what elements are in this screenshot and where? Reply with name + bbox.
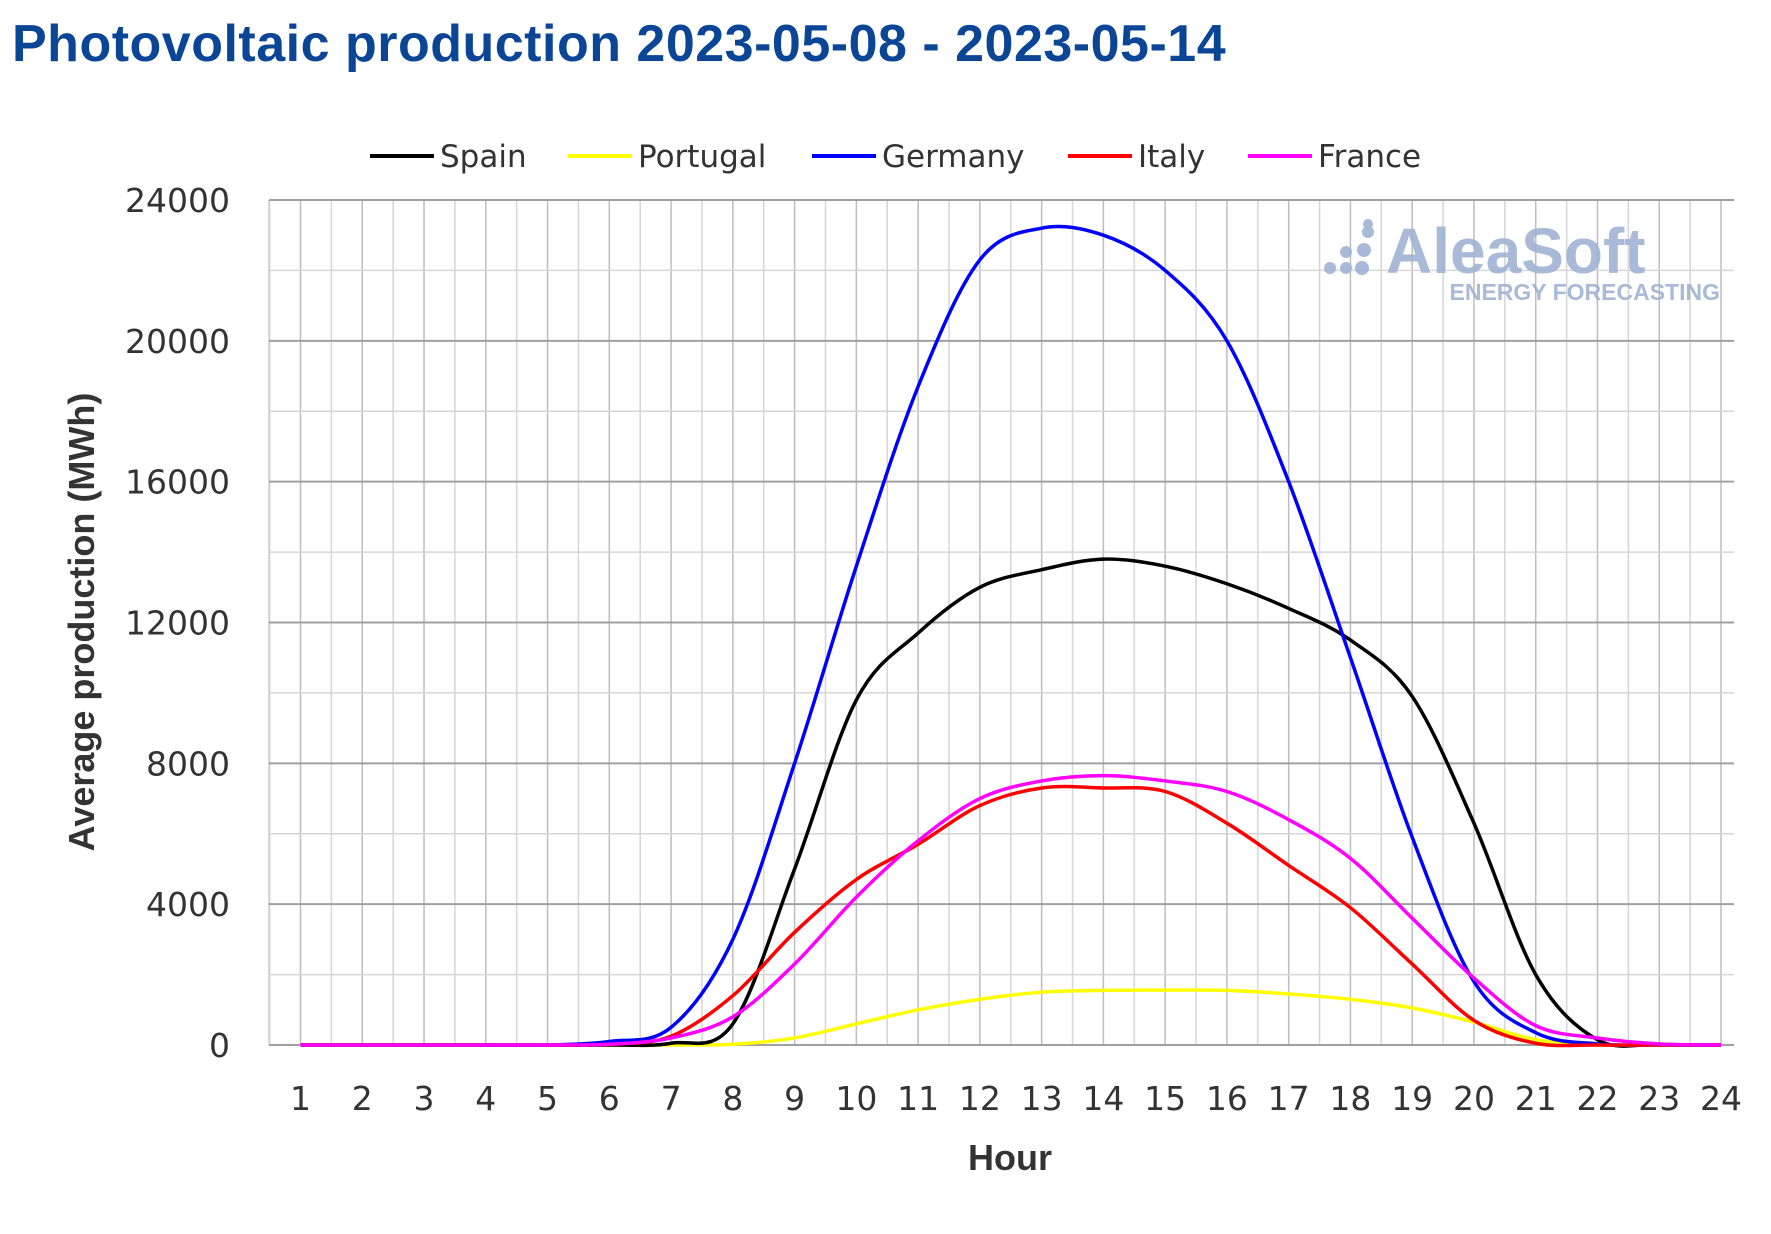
x-tick-label: 2 [352, 1079, 373, 1118]
legend-label-france: France [1318, 139, 1421, 175]
x-axis-ticks: 1 2 3 4 5 6 7 8 9 10 11 12 13 14 15 16 17 18 19 20 21 22 23 24 [290, 1079, 1742, 1118]
x-tick-label: 9 [784, 1079, 805, 1118]
grid [268, 199, 1734, 1046]
aleasoft-watermark: AleaSoft ENERGY FORECASTING [1324, 215, 1720, 305]
x-tick-label: 22 [1576, 1079, 1618, 1118]
y-tick-label: 8000 [146, 744, 230, 783]
x-tick-label: 16 [1206, 1079, 1248, 1118]
y-tick-label: 24000 [125, 181, 230, 220]
legend-label-spain: Spain [440, 139, 527, 175]
x-tick-label: 3 [414, 1079, 435, 1118]
watermark-brand: AleaSoft [1386, 215, 1646, 287]
y-tick-label: 20000 [125, 322, 230, 361]
x-tick-label: 18 [1329, 1079, 1371, 1118]
x-tick-label: 19 [1391, 1079, 1433, 1118]
x-tick-label: 24 [1700, 1079, 1742, 1118]
y-axis-label: Average production (MWh) [61, 393, 102, 852]
x-tick-label: 6 [599, 1079, 620, 1118]
x-tick-label: 1 [290, 1079, 311, 1118]
y-tick-label: 12000 [125, 604, 230, 643]
x-tick-label: 10 [835, 1079, 877, 1118]
y-tick-label: 16000 [125, 463, 230, 502]
legend: Spain Portugal Germany Italy France [370, 139, 1421, 175]
watermark-tagline: ENERGY FORECASTING [1450, 279, 1721, 305]
chart-title: Photovoltaic production 2023-05-08 - 202… [12, 15, 1227, 73]
aleasoft-logo-dots-icon [1324, 219, 1374, 275]
x-tick-label: 11 [897, 1079, 939, 1118]
legend-label-italy: Italy [1138, 139, 1205, 175]
x-tick-label: 7 [661, 1079, 682, 1118]
y-axis-ticks: 0 4000 8000 12000 16000 20000 24000 [125, 181, 230, 1065]
x-tick-label: 20 [1453, 1079, 1495, 1118]
x-tick-label: 15 [1144, 1079, 1186, 1118]
x-tick-label: 14 [1082, 1079, 1124, 1118]
y-tick-label: 4000 [146, 885, 230, 924]
legend-label-germany: Germany [882, 139, 1024, 175]
x-tick-label: 23 [1638, 1079, 1680, 1118]
x-tick-label: 5 [537, 1079, 558, 1118]
legend-label-portugal: Portugal [638, 139, 766, 175]
x-tick-label: 21 [1515, 1079, 1557, 1118]
series-lines [300, 224, 1722, 1048]
y-tick-label: 0 [209, 1026, 230, 1065]
series-line-france [300, 773, 1722, 1047]
x-tick-label: 13 [1021, 1079, 1063, 1118]
series-line-germany [300, 224, 1722, 1048]
x-tick-label: 8 [722, 1079, 743, 1118]
x-axis-label: Hour [968, 1137, 1052, 1178]
x-tick-label: 4 [475, 1079, 496, 1118]
x-tick-label: 12 [959, 1079, 1001, 1118]
x-tick-label: 17 [1268, 1079, 1310, 1118]
